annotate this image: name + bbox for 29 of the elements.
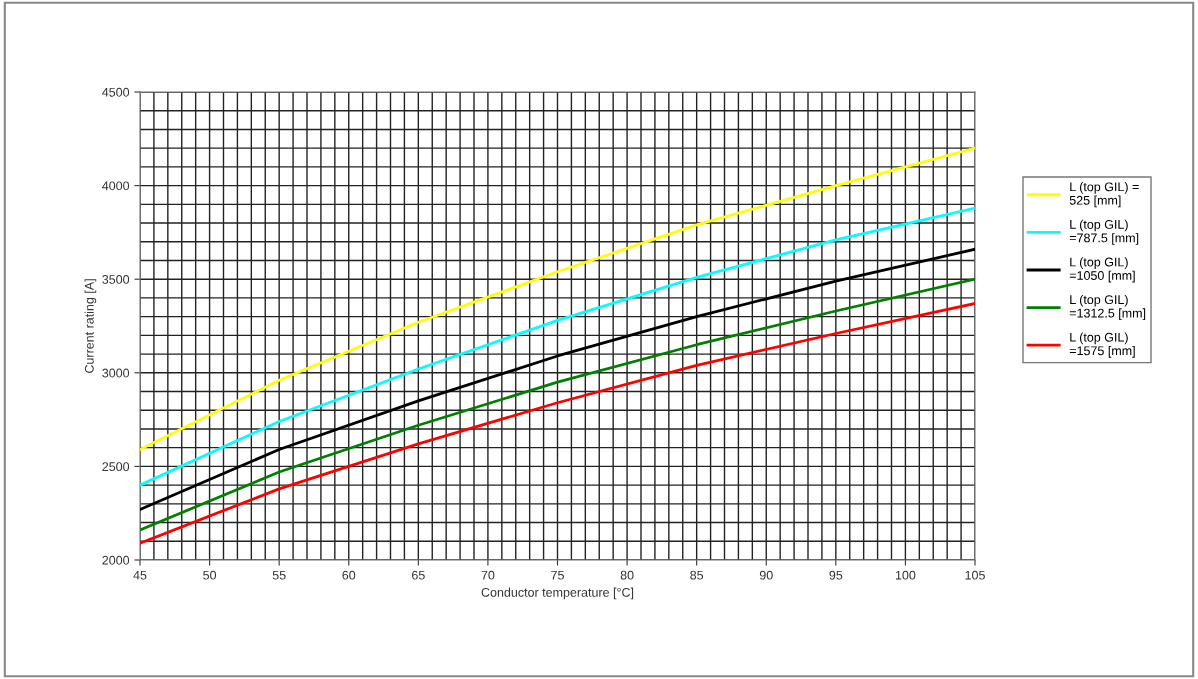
x-tick-label: 65 xyxy=(412,570,425,580)
x-tick-label: 100 xyxy=(895,570,916,580)
x-tick-label: 75 xyxy=(551,570,564,580)
x-tick-label: 85 xyxy=(690,570,704,580)
y-tick-label: 3000 xyxy=(102,368,130,378)
x-tick-label: 105 xyxy=(965,570,985,580)
legend-label: L (top GIL) =1312.5 [mm] xyxy=(1069,294,1146,321)
x-tick-label: 60 xyxy=(342,570,356,580)
legend-label: L (top GIL) =1050 [mm] xyxy=(1069,257,1135,283)
y-axis-title: Current rating [A] xyxy=(84,279,97,373)
y-tick-label: 3500 xyxy=(102,275,130,284)
legend-label: L (top GIL) = 525 [mm] xyxy=(1069,182,1139,208)
x-tick-label: 55 xyxy=(272,570,286,580)
line-series xyxy=(140,146,975,451)
x-tick-label: 50 xyxy=(203,570,217,580)
y-tick-label: 2000 xyxy=(102,555,130,565)
legend-label: L (top GIL) =787.5 [mm] xyxy=(1069,219,1139,245)
x-axis-title: Conductor temperature [°C] xyxy=(481,587,634,600)
line-series xyxy=(140,206,975,487)
x-tick-label: 95 xyxy=(829,570,843,580)
x-tick-label: 45 xyxy=(133,570,147,580)
x-tick-label: 80 xyxy=(620,570,634,580)
line-series xyxy=(140,247,975,511)
x-tick-label: 90 xyxy=(759,570,773,580)
y-tick-label: 4500 xyxy=(102,87,130,97)
y-tick-label: 2500 xyxy=(102,462,130,472)
legend-label: L (top GIL) =1575 [mm] xyxy=(1069,332,1135,358)
x-tick-label: 70 xyxy=(481,570,495,580)
y-tick-label: 4000 xyxy=(102,181,130,191)
